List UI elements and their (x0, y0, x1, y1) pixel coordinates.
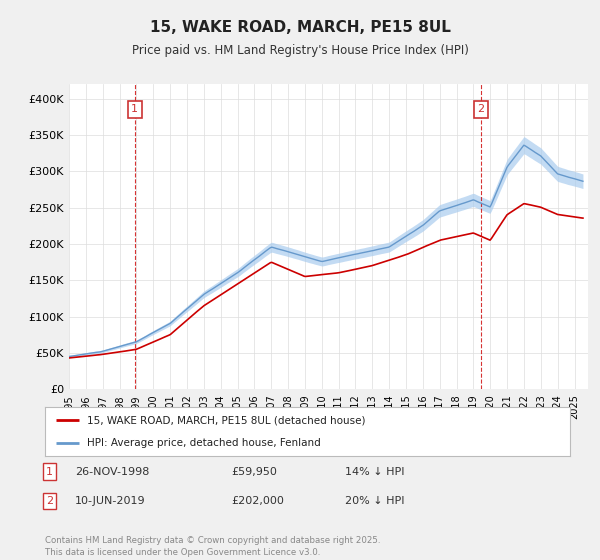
Text: 14% ↓ HPI: 14% ↓ HPI (345, 466, 404, 477)
Text: 26-NOV-1998: 26-NOV-1998 (75, 466, 149, 477)
Text: 15, WAKE ROAD, MARCH, PE15 8UL: 15, WAKE ROAD, MARCH, PE15 8UL (149, 20, 451, 35)
Text: Price paid vs. HM Land Registry's House Price Index (HPI): Price paid vs. HM Land Registry's House … (131, 44, 469, 57)
Text: 1: 1 (46, 466, 53, 477)
Text: 10-JUN-2019: 10-JUN-2019 (75, 496, 146, 506)
Text: £202,000: £202,000 (231, 496, 284, 506)
Text: 2: 2 (478, 104, 485, 114)
Text: £59,950: £59,950 (231, 466, 277, 477)
Text: 15, WAKE ROAD, MARCH, PE15 8UL (detached house): 15, WAKE ROAD, MARCH, PE15 8UL (detached… (87, 416, 365, 426)
Text: 20% ↓ HPI: 20% ↓ HPI (345, 496, 404, 506)
Text: 2: 2 (46, 496, 53, 506)
Text: 1: 1 (131, 104, 138, 114)
Text: Contains HM Land Registry data © Crown copyright and database right 2025.
This d: Contains HM Land Registry data © Crown c… (45, 536, 380, 557)
Text: HPI: Average price, detached house, Fenland: HPI: Average price, detached house, Fenl… (87, 438, 321, 448)
